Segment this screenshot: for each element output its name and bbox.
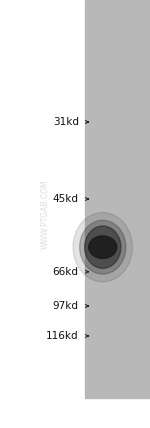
- Ellipse shape: [80, 220, 126, 274]
- Text: WWW.PTGAB.COM: WWW.PTGAB.COM: [40, 179, 50, 249]
- Text: 45kd: 45kd: [53, 194, 79, 204]
- Text: 66kd: 66kd: [53, 267, 79, 277]
- Ellipse shape: [85, 226, 121, 268]
- Ellipse shape: [73, 212, 132, 282]
- Text: 97kd: 97kd: [53, 301, 79, 311]
- Text: 116kd: 116kd: [46, 331, 79, 341]
- Text: 31kd: 31kd: [53, 117, 79, 127]
- Ellipse shape: [89, 236, 117, 259]
- Bar: [85, 0, 150, 398]
